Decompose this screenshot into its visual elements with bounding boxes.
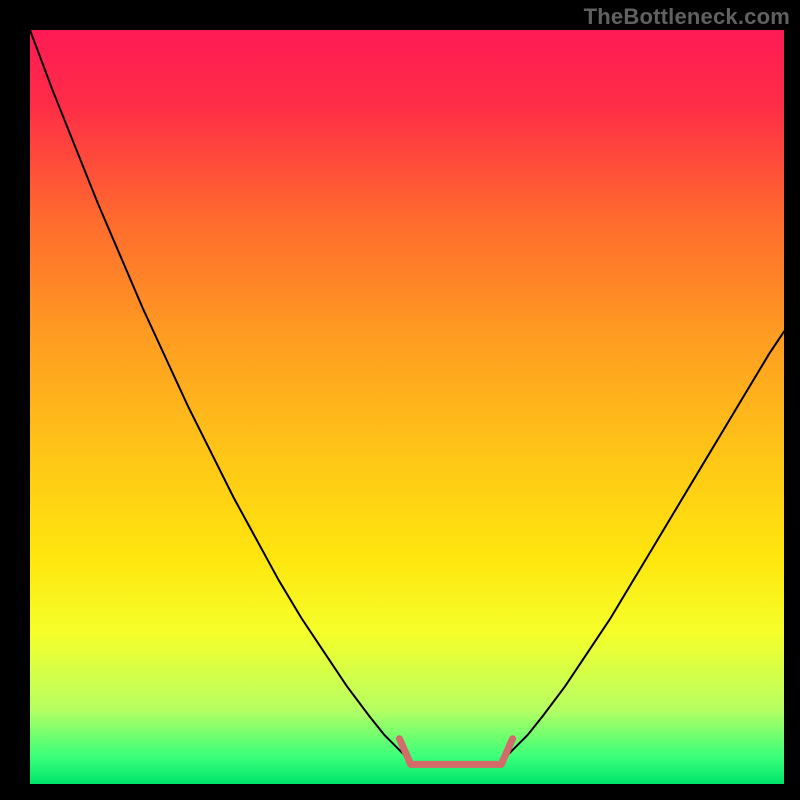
chart-background [30,30,784,784]
frame-left [0,0,30,800]
bottleneck-chart [0,0,800,800]
watermark-text: TheBottleneck.com [584,4,790,30]
frame-right [784,0,800,800]
frame-bottom [0,784,800,800]
